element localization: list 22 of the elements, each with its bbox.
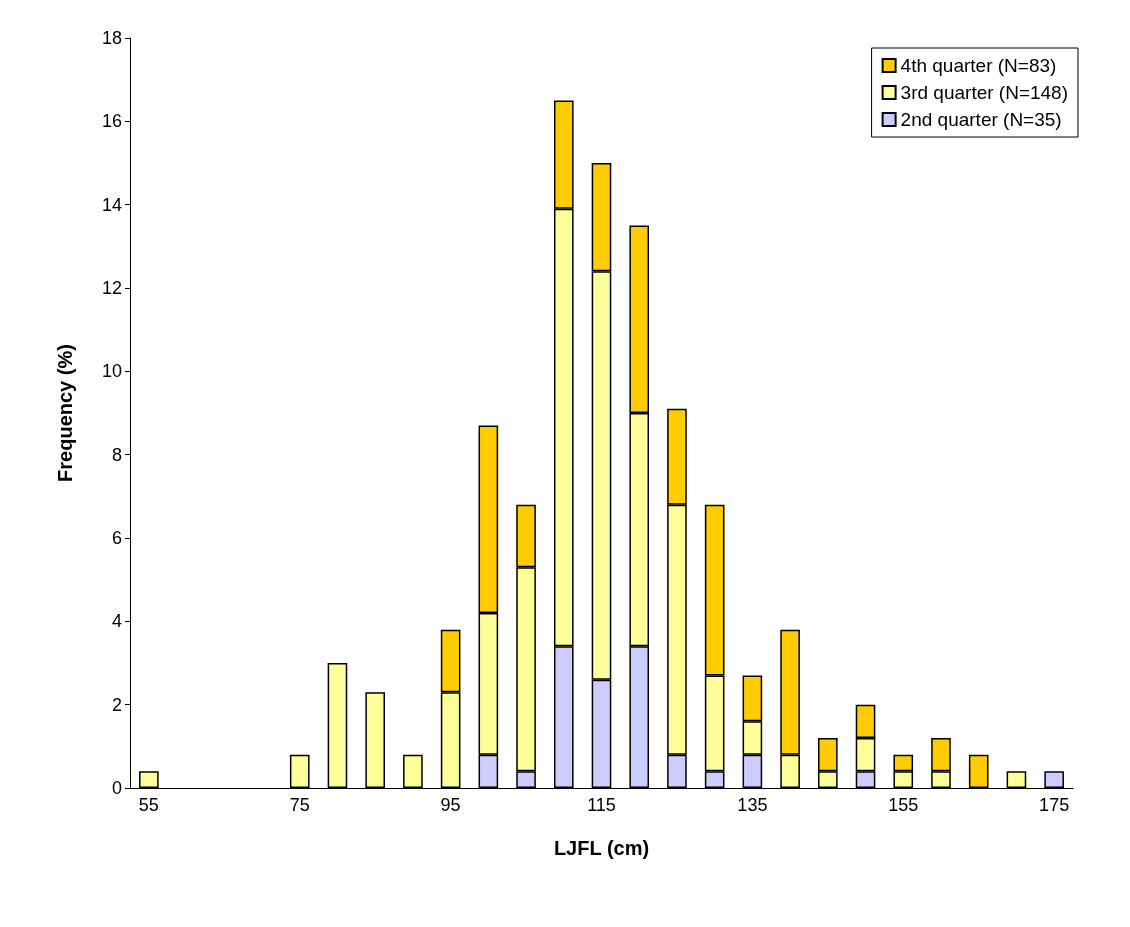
y-tick-label: 4: [111, 611, 122, 632]
y-tick-label: 18: [101, 28, 122, 48]
y-tick-label: 8: [111, 444, 122, 465]
x-tick-label: 115: [587, 795, 616, 815]
legend-label: 2nd quarter (N=35): [900, 109, 1062, 130]
x-axis-title: LJFL (cm): [553, 837, 650, 859]
x-tick-label: 55: [138, 795, 159, 815]
y-axis-title: Frequency (%): [54, 344, 76, 482]
y-tick-label: 6: [111, 528, 122, 548]
y-tick-label: 12: [101, 278, 122, 298]
x-tick-label: 135: [737, 795, 768, 815]
x-tick-label: 175: [1039, 795, 1070, 815]
x-tick-label: 155: [888, 795, 919, 815]
y-tick-label: 0: [111, 778, 122, 798]
y-tick-label: 16: [101, 111, 122, 132]
x-tick-label: 75: [289, 795, 310, 815]
legend-label: 3rd quarter (N=148): [900, 82, 1069, 103]
legend-label: 4th quarter (N=83): [900, 55, 1057, 76]
y-tick-label: 10: [101, 361, 122, 382]
y-tick-label: 2: [111, 694, 122, 715]
x-tick-label: 95: [440, 795, 461, 815]
y-tick-label: 14: [101, 194, 122, 215]
